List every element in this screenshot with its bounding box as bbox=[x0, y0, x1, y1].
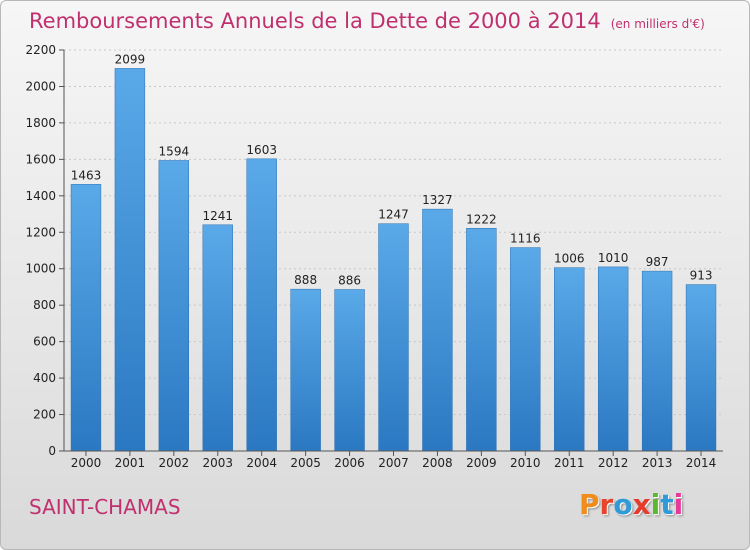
y-tick-label: 800 bbox=[33, 298, 56, 312]
y-tick-label: 400 bbox=[33, 371, 56, 385]
y-tick-label: 1600 bbox=[25, 152, 56, 166]
value-label: 886 bbox=[338, 274, 361, 288]
logo-letter: i bbox=[650, 488, 661, 521]
x-tick-label: 2005 bbox=[290, 456, 321, 470]
logo-letter: x bbox=[632, 488, 651, 521]
bar-2001 bbox=[114, 68, 146, 452]
bar-2012 bbox=[597, 266, 629, 452]
bar-2005 bbox=[290, 288, 321, 452]
y-tick-label: 1800 bbox=[25, 116, 56, 130]
bar-2004 bbox=[246, 158, 277, 452]
logo-letter: P bbox=[579, 488, 600, 521]
x-tick-label: 2004 bbox=[246, 456, 277, 470]
value-label: 913 bbox=[690, 269, 713, 283]
y-tick-label: 1000 bbox=[25, 262, 56, 276]
y-tick-label: 1400 bbox=[25, 189, 56, 203]
proxiti-logo: Proxiti bbox=[579, 488, 691, 524]
x-tick-label: 2012 bbox=[598, 456, 629, 470]
bar-2006 bbox=[334, 289, 365, 452]
x-tick-label: 2001 bbox=[115, 456, 146, 470]
x-tick-label: 2006 bbox=[334, 456, 365, 470]
y-tick-label: 2200 bbox=[25, 43, 56, 57]
value-labels: 1463 2099 1594 1241 1603 888 886 1247 1327 1222 11… bbox=[71, 52, 713, 287]
x-tick-label: 2011 bbox=[554, 456, 585, 470]
logo-letter: t bbox=[660, 488, 674, 521]
bar-2010 bbox=[510, 247, 541, 452]
x-tick-label: 2010 bbox=[510, 456, 541, 470]
bar-2009 bbox=[466, 228, 497, 452]
value-label: 1241 bbox=[202, 209, 233, 223]
chart-unit: (en milliers d'€) bbox=[610, 17, 705, 31]
value-label: 1006 bbox=[554, 252, 585, 266]
logo-letter: i bbox=[673, 488, 684, 521]
logo-letter: r bbox=[599, 488, 614, 521]
bar-2013 bbox=[641, 270, 673, 452]
bar-2011 bbox=[554, 267, 585, 452]
value-label: 888 bbox=[294, 273, 317, 287]
y-tick-label: 200 bbox=[33, 408, 56, 422]
value-label: 2099 bbox=[115, 52, 146, 66]
logo-letter: o bbox=[613, 488, 633, 521]
bar-2008 bbox=[422, 208, 453, 452]
bar-2002 bbox=[158, 160, 190, 452]
x-tick-label: 2008 bbox=[422, 456, 453, 470]
bar-2003 bbox=[202, 224, 233, 452]
y-tick-label: 600 bbox=[33, 335, 56, 349]
bars bbox=[70, 68, 717, 452]
value-label: 1327 bbox=[422, 193, 453, 207]
chart-title-text: Remboursements Annuels de la Dette de 20… bbox=[29, 9, 601, 33]
value-label: 1603 bbox=[246, 143, 277, 157]
bar-2007 bbox=[378, 223, 409, 452]
bar-2014 bbox=[685, 284, 717, 452]
bar-2000 bbox=[70, 184, 102, 452]
city-name: SAINT-CHAMAS bbox=[29, 495, 181, 519]
y-tick-label: 1200 bbox=[25, 225, 56, 239]
x-tick-label: 2009 bbox=[466, 456, 497, 470]
axes: 0 200 400 600 800 1000 1200 1400 1600 1800 2000 220… bbox=[25, 43, 723, 470]
x-tick-label: 2000 bbox=[71, 456, 102, 470]
y-tick-label: 0 bbox=[48, 444, 56, 458]
value-label: 1463 bbox=[71, 168, 102, 182]
x-tick-label: 2002 bbox=[159, 456, 190, 470]
x-tick-label: 2014 bbox=[686, 456, 717, 470]
x-tick-label: 2007 bbox=[378, 456, 409, 470]
y-tick-label: 2000 bbox=[25, 79, 56, 93]
value-label: 1116 bbox=[510, 232, 541, 246]
value-label: 987 bbox=[646, 255, 669, 269]
value-label: 1010 bbox=[598, 251, 629, 265]
value-label: 1222 bbox=[466, 212, 497, 226]
chart-title: Remboursements Annuels de la Dette de 20… bbox=[29, 9, 705, 33]
x-tick-label: 2013 bbox=[642, 456, 673, 470]
value-label: 1247 bbox=[378, 208, 409, 222]
x-tick-label: 2003 bbox=[202, 456, 233, 470]
value-label: 1594 bbox=[159, 144, 190, 158]
